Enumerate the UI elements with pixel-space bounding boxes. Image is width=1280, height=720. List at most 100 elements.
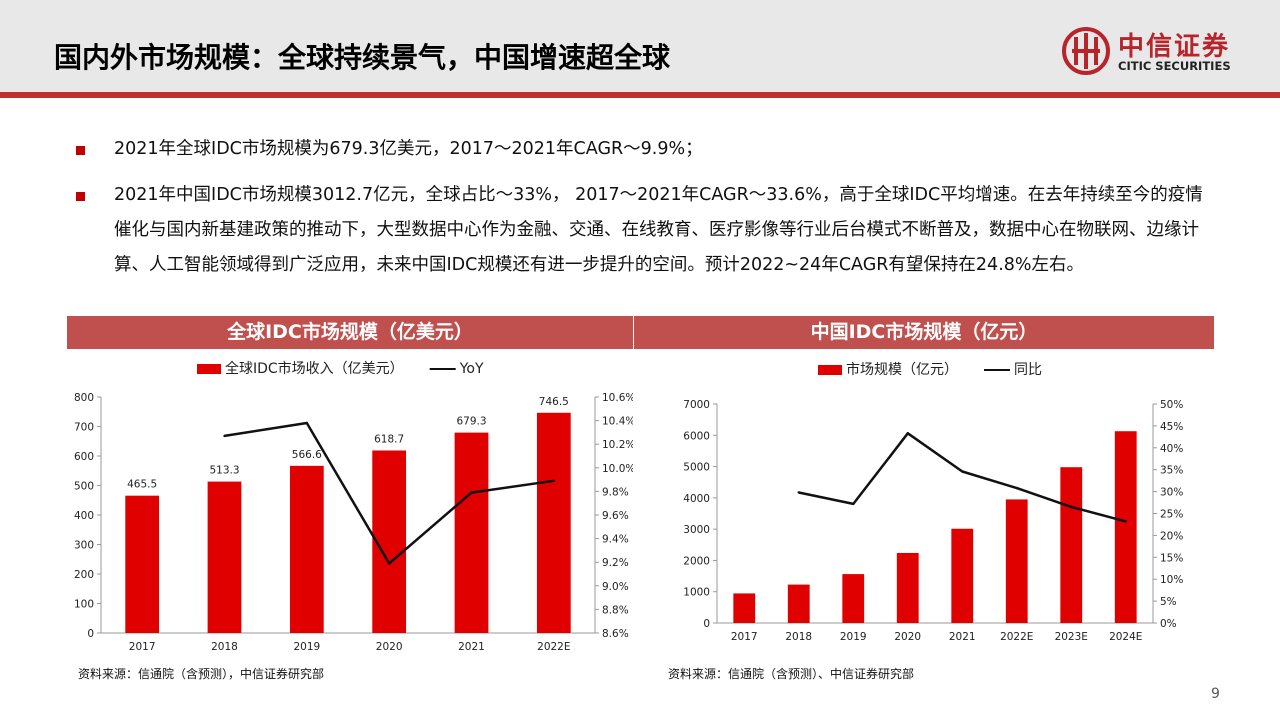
citic-logo-icon [1062,27,1110,75]
y2-tick-label: 50% [1160,399,1183,411]
y2-tick-label: 10.0% [602,463,633,475]
y2-tick-label: 40% [1160,443,1183,455]
line-point [470,491,473,494]
y-tick-label: 0 [87,628,94,640]
y-tick-label: 5000 [683,462,710,474]
line-point [961,470,964,473]
bar-data-label: 465.5 [127,479,157,491]
x-tick-label: 2019 [293,641,320,653]
bullet-marker [76,192,85,201]
bar [1060,467,1083,623]
bar-data-label: 513.3 [209,465,239,477]
x-tick-label: 2021 [949,631,976,643]
bar [536,412,571,633]
logo-name-en: CITIC SECURITIES [1118,59,1231,73]
x-tick-label: 2022E [537,641,570,653]
bar [125,495,160,633]
bar [842,574,865,623]
legend-bar-swatch [818,365,842,375]
y2-tick-label: 0% [1160,618,1177,630]
y-tick-label: 3000 [683,524,710,536]
bar-data-label: 566.6 [292,449,322,461]
line-point [797,491,800,494]
bar-data-label: 618.7 [374,433,404,445]
y2-tick-label: 8.6% [602,628,629,640]
y-tick-label: 600 [74,451,94,463]
y2-tick-label: 25% [1160,509,1183,521]
bar [896,552,919,623]
line-point [1070,505,1073,509]
y2-tick-label: 9.6% [602,510,629,522]
y2-tick-label: 9.0% [602,581,629,593]
y2-tick-label: 9.8% [602,486,629,498]
y-tick-label: 6000 [683,430,710,442]
chart-2-source: 资料来源：信通院（含预测）、中信证券研究部 [668,667,915,681]
line-point [1124,520,1127,523]
bar [787,584,810,623]
y2-tick-label: 5% [1160,596,1177,608]
page-number: 9 [1211,686,1220,702]
x-tick-label: 2024E [1109,631,1142,643]
bar [951,528,974,623]
bullet-marker [76,146,85,155]
y2-tick-label: 30% [1160,487,1183,499]
y2-tick-label: 35% [1160,465,1183,477]
y2-tick-label: 15% [1160,552,1183,564]
bar-data-label: 679.3 [456,416,486,428]
x-tick-label: 2017 [731,631,758,643]
y-tick-label: 400 [74,510,94,522]
header-bar [0,0,1280,92]
y-tick-label: 1000 [683,587,710,599]
bullet-text-2: 2021年中国IDC市场规模3012.7亿元，全球占比～33%， 2017～20… [114,185,1203,275]
y2-tick-label: 20% [1160,530,1183,542]
line-point [852,502,855,506]
x-tick-label: 2018 [785,631,812,643]
chart-2-title: 中国IDC市场规模（亿元） [634,316,1214,349]
y2-tick-label: 10% [1160,574,1183,586]
y-tick-label: 0 [703,618,710,630]
y-tick-label: 100 [74,599,94,611]
bar [207,481,242,633]
bullet-text-1: 2021年全球IDC市场规模为679.3亿美元，2017～2021年CAGR～9… [114,139,703,159]
chart-1-source: 资料来源：信通院（含预测），中信证券研究部 [78,667,325,681]
y-tick-label: 7000 [683,399,710,411]
global-idc-chart: 全球IDC市场收入（亿美元） YoY 0 100 200 300 400 500 600 700 8… [74,360,633,653]
legend-bar-label: 全球IDC市场收入（亿美元） [225,360,404,377]
header-divider [0,92,1280,98]
y-tick-label: 4000 [683,493,710,505]
x-tick-label: 2019 [840,631,867,643]
bar [733,593,756,623]
logo-name-cn: 中信证券 [1118,32,1231,62]
x-tick-label: 2017 [129,641,156,653]
bar [454,432,489,633]
y2-tick-label: 10.2% [602,439,633,451]
y-tick-label: 700 [74,422,94,434]
y-tick-label: 200 [74,569,94,581]
y-tick-label: 300 [74,540,94,552]
y-tick-label: 500 [74,481,94,493]
chart-1-title: 全球IDC市场规模（亿美元） [67,316,633,349]
y2-tick-label: 8.8% [602,604,629,616]
line-point [906,432,909,435]
x-tick-label: 2018 [211,641,238,653]
company-logo: 中信证券 CITIC SECURITIES [1062,26,1242,78]
line-point [387,562,391,565]
y2-tick-label: 45% [1160,421,1183,433]
x-tick-label: 2022E [1000,631,1033,643]
legend-line-label: 同比 [1014,362,1042,378]
legend-bar-swatch [197,364,221,374]
x-tick-label: 2021 [458,641,485,653]
bar [1005,499,1028,623]
china-idc-chart: 市场规模（亿元） 同比 0 1000 2000 3000 4000 5000 6000 7000 0… [683,361,1183,643]
line-point [305,421,309,425]
bar-data-label: 746.5 [539,396,569,408]
y-tick-label: 800 [74,392,94,404]
y2-tick-label: 10.4% [602,416,633,428]
page-title: 国内外市场规模：全球持续景气，中国增速超全球 [54,41,671,74]
bar [1114,431,1137,623]
y2-tick-label: 10.6% [602,392,633,404]
y-tick-label: 2000 [683,555,710,567]
legend-bar-label: 市场规模（亿元） [846,361,958,378]
y2-tick-label: 9.4% [602,534,629,546]
y2-tick-label: 9.2% [602,557,629,569]
